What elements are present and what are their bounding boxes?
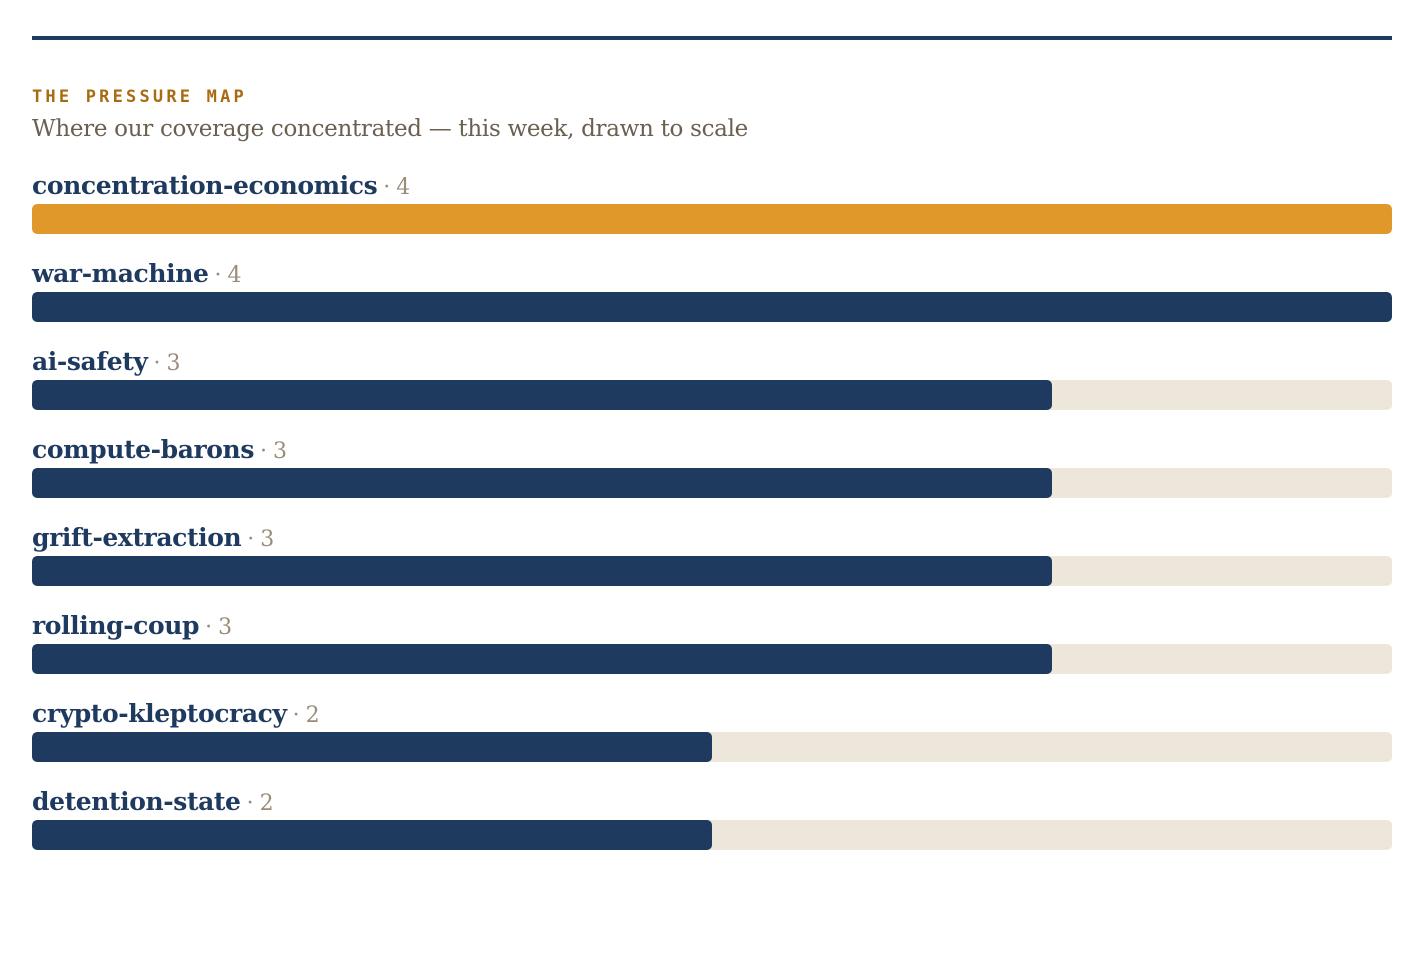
bar-row: rolling-coup · 3: [32, 611, 1392, 702]
bar-fill: [32, 468, 1052, 498]
bar-row: compute-barons · 3: [32, 435, 1392, 526]
separator-dot: ·: [247, 527, 255, 552]
bar-row: war-machine · 4: [32, 259, 1392, 350]
bar-fill: [32, 644, 1052, 674]
separator-dot: ·: [292, 703, 300, 728]
separator-dot: ·: [260, 439, 268, 464]
pressure-map-panel: THE PRESSURE MAP Where our coverage conc…: [32, 36, 1392, 878]
category-label: ai-safety: [32, 347, 148, 376]
bar-track: [32, 292, 1392, 322]
category-label: concentration-economics: [32, 171, 378, 200]
value-label: 3: [166, 351, 181, 376]
bar-fill: [32, 292, 1392, 322]
category-label: compute-barons: [32, 435, 255, 464]
bar-row: concentration-economics · 4: [32, 171, 1392, 262]
bar-label: ai-safety · 3: [32, 346, 180, 378]
bar-track: [32, 468, 1392, 498]
value-label: 2: [305, 703, 320, 728]
value-label: 2: [259, 791, 274, 816]
bar-label: war-machine · 4: [32, 258, 242, 290]
bar-row: grift-extraction · 3: [32, 523, 1392, 614]
category-label: crypto-kleptocracy: [32, 699, 287, 728]
bar-track: [32, 732, 1392, 762]
bar-label: concentration-economics · 4: [32, 170, 410, 202]
separator-dot: ·: [205, 615, 213, 640]
bar-label: detention-state · 2: [32, 786, 274, 818]
bar-label: compute-barons · 3: [32, 434, 287, 466]
separator-dot: ·: [383, 175, 391, 200]
value-label: 4: [396, 175, 411, 200]
bar-label: crypto-kleptocracy · 2: [32, 698, 320, 730]
bar-label: grift-extraction · 3: [32, 522, 274, 554]
separator-dot: ·: [246, 791, 254, 816]
bar-fill: [32, 556, 1052, 586]
separator-dot: ·: [153, 351, 161, 376]
bar-row: detention-state · 2: [32, 787, 1392, 878]
bar-track: [32, 556, 1392, 586]
bar-fill: [32, 204, 1392, 234]
bar-row: ai-safety · 3: [32, 347, 1392, 438]
bar-list: concentration-economics · 4 war-machine · 4 ai…: [32, 171, 1392, 878]
bar-track: [32, 204, 1392, 234]
bar-fill: [32, 732, 712, 762]
top-rule: [32, 36, 1392, 40]
bar-label: rolling-coup · 3: [32, 610, 232, 642]
chart-kicker: THE PRESSURE MAP: [32, 87, 247, 107]
value-label: 3: [273, 439, 288, 464]
category-label: grift-extraction: [32, 523, 242, 552]
bar-fill: [32, 380, 1052, 410]
bar-track: [32, 644, 1392, 674]
bar-fill: [32, 820, 712, 850]
category-label: detention-state: [32, 787, 241, 816]
value-label: 3: [218, 615, 233, 640]
bar-row: crypto-kleptocracy · 2: [32, 699, 1392, 790]
value-label: 3: [260, 527, 275, 552]
chart-subtitle: Where our coverage concentrated — this w…: [32, 116, 748, 142]
value-label: 4: [227, 263, 242, 288]
bar-track: [32, 380, 1392, 410]
bar-track: [32, 820, 1392, 850]
category-label: rolling-coup: [32, 611, 200, 640]
separator-dot: ·: [214, 263, 222, 288]
category-label: war-machine: [32, 259, 209, 288]
